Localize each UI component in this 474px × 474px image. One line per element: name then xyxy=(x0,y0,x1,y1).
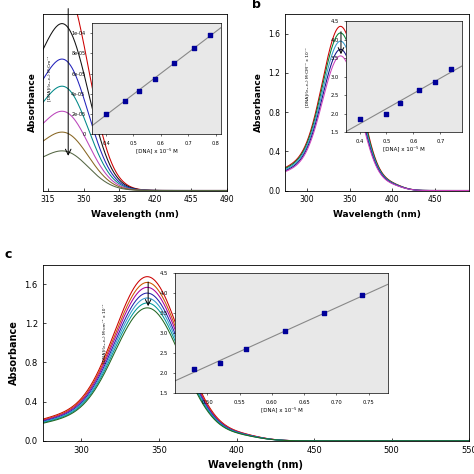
Y-axis label: Absorbance: Absorbance xyxy=(9,320,19,385)
X-axis label: Wavelength (nm): Wavelength (nm) xyxy=(91,210,179,219)
Y-axis label: Absorbance: Absorbance xyxy=(28,73,37,132)
Text: c: c xyxy=(4,248,12,261)
X-axis label: Wavelength (nm): Wavelength (nm) xyxy=(333,210,421,219)
Y-axis label: Absorbance: Absorbance xyxy=(254,73,263,132)
Text: b: b xyxy=(252,0,261,11)
X-axis label: Wavelength (nm): Wavelength (nm) xyxy=(209,460,303,470)
